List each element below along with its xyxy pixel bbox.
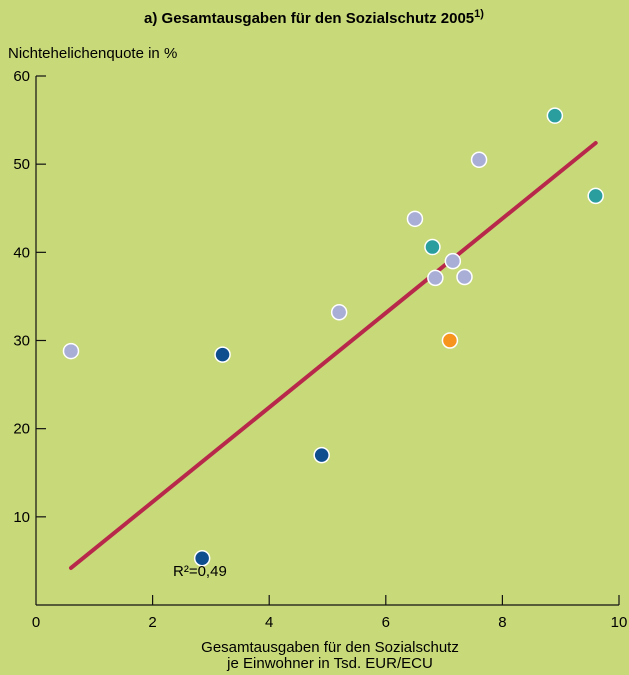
- chart-title: a) Gesamtausgaben für den Sozialschutz 2…: [144, 8, 484, 27]
- y-tick-label: 40: [13, 244, 30, 261]
- x-tick-label: 10: [611, 614, 628, 631]
- data-point: [214, 346, 231, 363]
- data-point: [62, 342, 80, 360]
- data-point: [441, 332, 459, 349]
- title-footnote: 1): [474, 8, 484, 20]
- y-tick-label: 60: [13, 68, 30, 85]
- x-tick-label: 4: [265, 614, 273, 631]
- data-point: [313, 446, 330, 464]
- data-point: [444, 252, 462, 270]
- y-tick-label: 30: [13, 333, 30, 350]
- y-tick-label: 20: [13, 421, 30, 438]
- y-axis-label: Nichtehelichenquote in %: [8, 45, 177, 62]
- data-point: [470, 151, 488, 169]
- y-tick-label: 10: [13, 509, 30, 526]
- data-point: [330, 304, 348, 321]
- data-point: [193, 550, 211, 567]
- data-point: [406, 210, 424, 228]
- ticks: 0 2 4 6 8 10 10 20 30 40 50 60: [13, 68, 627, 631]
- x-axis-label-line1: Gesamtausgaben für den Sozialschutz: [201, 639, 459, 656]
- data-point: [424, 238, 441, 256]
- data-point: [587, 187, 604, 205]
- data-point: [427, 269, 444, 287]
- trendline: [68, 141, 598, 570]
- x-tick-label: 8: [498, 614, 506, 631]
- data-point: [546, 107, 564, 124]
- x-tick-label: 2: [148, 614, 156, 631]
- x-tick-label: 6: [382, 614, 390, 631]
- x-tick-label: 0: [32, 614, 40, 631]
- data-points: [62, 107, 604, 567]
- y-tick-label: 50: [13, 156, 30, 173]
- data-point: [456, 268, 473, 286]
- x-axis-label-line2: je Einwohner in Tsd. EUR/ECU: [226, 655, 433, 672]
- trendline-group: [68, 141, 598, 570]
- r-squared-annotation: R²=0,49: [173, 563, 227, 580]
